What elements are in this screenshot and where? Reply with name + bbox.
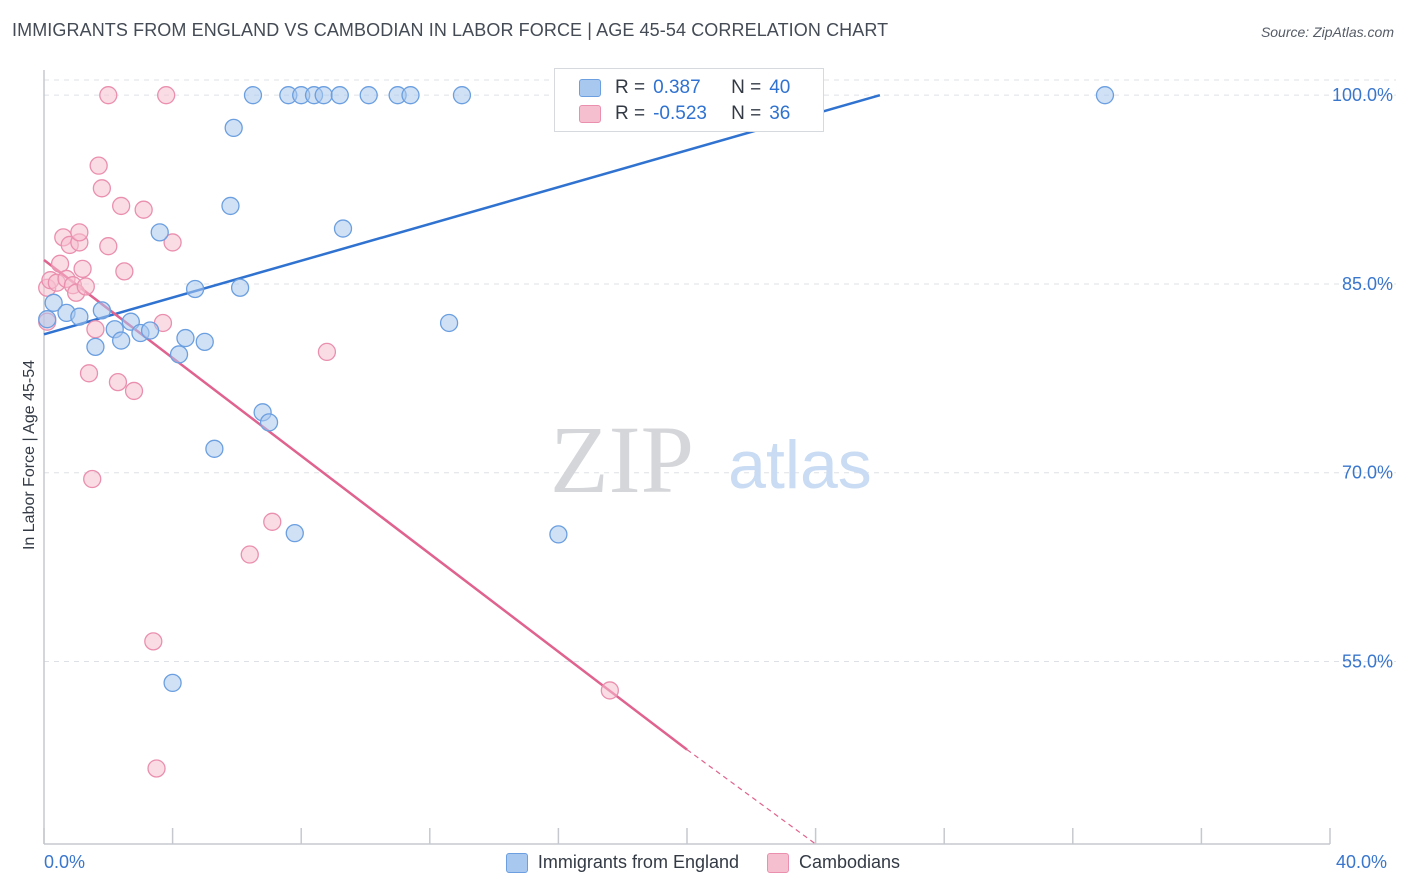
england-point bbox=[259, 413, 279, 432]
england-point bbox=[330, 86, 349, 105]
england-point bbox=[195, 332, 214, 351]
england-point bbox=[1095, 86, 1115, 105]
y-tick-label: 100.0% bbox=[1332, 85, 1393, 105]
cambodians-point bbox=[115, 262, 134, 281]
cambodians-point bbox=[317, 342, 337, 362]
y-tick-label: 70.0% bbox=[1342, 463, 1393, 483]
legend-item-england[interactable]: Immigrants from England bbox=[505, 852, 739, 873]
cambodians-point bbox=[73, 259, 92, 278]
england-point bbox=[359, 86, 378, 105]
england-n-value: 40 bbox=[769, 77, 791, 98]
cambodians-point bbox=[83, 469, 102, 489]
cambodians-point bbox=[108, 372, 128, 392]
x-tick-label-max: 40.0% bbox=[1336, 852, 1388, 872]
england-point bbox=[224, 118, 243, 138]
england-point bbox=[86, 337, 105, 357]
cambodians-point bbox=[92, 179, 112, 198]
cambodians-point bbox=[50, 254, 70, 273]
england-point bbox=[176, 328, 195, 348]
england-legend-swatch bbox=[505, 852, 528, 873]
legend-item-cambodians[interactable]: Cambodians bbox=[767, 852, 900, 873]
y-tick-label: 85.0% bbox=[1342, 274, 1393, 294]
cambodians-point bbox=[600, 681, 619, 700]
cambodians-point bbox=[157, 86, 176, 105]
england-point bbox=[92, 301, 112, 320]
data-points bbox=[38, 86, 1115, 778]
series-legend: Immigrants from England Cambodians bbox=[0, 852, 1406, 873]
cambodians-point bbox=[163, 233, 182, 252]
cambodians-point bbox=[99, 237, 118, 256]
cambodians-point bbox=[240, 545, 259, 564]
england-point bbox=[333, 219, 353, 238]
cambodians-point bbox=[263, 512, 282, 531]
cambodians-legend-swatch bbox=[767, 852, 789, 873]
y-tick-labels: 55.0% 70.0% 85.0% 100.0% bbox=[1332, 85, 1393, 671]
england-point bbox=[150, 223, 169, 242]
cambodians-point bbox=[70, 223, 89, 242]
cambodians-point bbox=[89, 156, 108, 175]
cambodians-r-value: -0.523 bbox=[653, 103, 707, 124]
zipatlas-watermark: ZIP atlas bbox=[550, 406, 872, 513]
stats-row-cambodians: R = -0.523 N = 36 bbox=[579, 101, 790, 127]
cambodians-point bbox=[99, 86, 118, 105]
england-swatch bbox=[579, 79, 601, 97]
r-label: R = bbox=[615, 103, 646, 124]
y-axis-title: In Labor Force | Age 45-54 bbox=[21, 359, 38, 551]
n-label: N = bbox=[731, 77, 762, 98]
england-point bbox=[70, 307, 89, 326]
cambodians-n-value: 36 bbox=[769, 103, 791, 124]
cambodians-point bbox=[144, 632, 163, 651]
cambodians-point bbox=[134, 200, 153, 219]
england-point bbox=[44, 293, 63, 312]
england-point bbox=[549, 525, 568, 544]
england-point bbox=[452, 86, 472, 105]
grid-lines bbox=[44, 79, 1396, 663]
axes bbox=[43, 70, 1331, 845]
england-point bbox=[112, 331, 131, 350]
watermark-atlas: atlas bbox=[728, 427, 872, 503]
r-label: R = bbox=[615, 77, 646, 98]
y-tick-label: 55.0% bbox=[1342, 652, 1393, 672]
england-legend-label: Immigrants from England bbox=[537, 852, 739, 872]
cambodians-trend-line bbox=[43, 259, 688, 751]
cambodians-point bbox=[112, 196, 131, 216]
watermark-zip: ZIP bbox=[550, 406, 694, 513]
cambodians-point bbox=[79, 364, 99, 383]
england-point bbox=[230, 278, 250, 297]
england-point bbox=[185, 279, 205, 299]
cambodians-swatch bbox=[579, 105, 601, 123]
england-point bbox=[163, 673, 182, 693]
england-point bbox=[401, 86, 420, 105]
trend-lines bbox=[43, 93, 881, 845]
england-point bbox=[38, 310, 57, 329]
cambodians-point bbox=[147, 759, 166, 778]
stats-row-england: R = 0.387 N = 40 bbox=[579, 75, 790, 101]
england-r-value: 0.387 bbox=[653, 77, 701, 98]
n-label: N = bbox=[731, 103, 762, 124]
england-point bbox=[314, 86, 333, 105]
stats-legend: R = 0.387 N = 40 R = -0.523 N = 36 bbox=[554, 68, 824, 132]
cambodians-trend-extension bbox=[686, 749, 816, 845]
england-point bbox=[285, 523, 304, 543]
england-point bbox=[205, 439, 224, 458]
cambodians-point bbox=[86, 320, 105, 339]
source-label: Source: ZipAtlas.com bbox=[1260, 24, 1394, 40]
cambodians-legend-label: Cambodians bbox=[799, 852, 901, 872]
chart-title: IMMIGRANTS FROM ENGLAND VS CAMBODIAN IN … bbox=[12, 20, 889, 40]
england-point bbox=[439, 313, 459, 333]
england-trend-line bbox=[43, 93, 881, 336]
x-tick-label-min: 0.0% bbox=[44, 852, 86, 872]
cambodians-point bbox=[124, 381, 144, 401]
england-point bbox=[140, 321, 160, 340]
england-point bbox=[169, 345, 189, 364]
cambodians-point bbox=[76, 277, 95, 296]
england-point bbox=[243, 86, 263, 105]
england-point bbox=[221, 196, 240, 216]
